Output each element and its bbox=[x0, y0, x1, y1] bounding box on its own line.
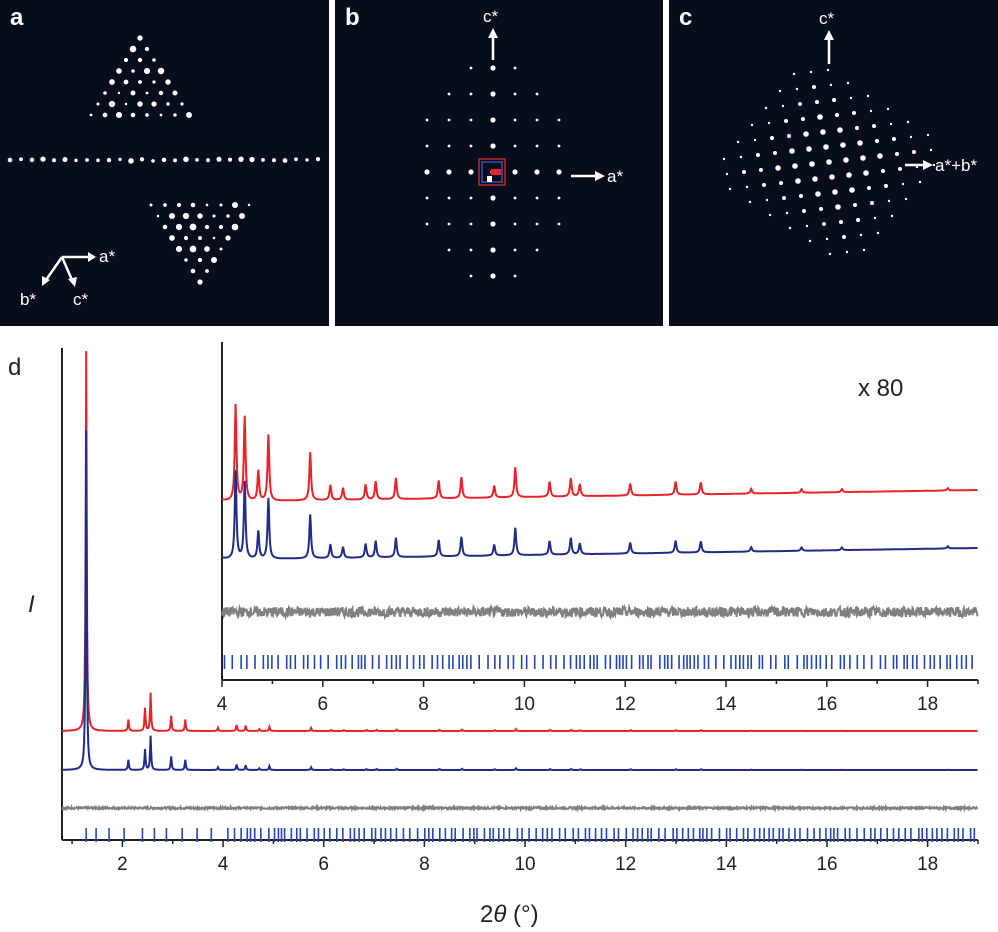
axis-label-ab-star-c: a*+b* bbox=[935, 156, 977, 175]
powder-diffraction-plot: d I 2θ (°) x 80 2 4 6 8 10 12 14 16 18 4 6 8 10 12 14… bbox=[8, 342, 979, 928]
panel-a: a a* b* c* bbox=[0, 0, 329, 326]
series-difference bbox=[61, 803, 979, 813]
inset-x-tick-label: 18 bbox=[917, 694, 938, 715]
x-axis-label: 2θ (°) bbox=[480, 901, 539, 928]
series-reflections bbox=[85, 828, 976, 842]
panel-b-label: b bbox=[345, 4, 360, 31]
inset-x-tick-label: 12 bbox=[615, 694, 636, 715]
panel-a-label: a bbox=[10, 4, 24, 31]
x-tick-label: 8 bbox=[419, 854, 430, 875]
axis-label-b-star: b* bbox=[20, 290, 36, 309]
x-tick-label: 14 bbox=[716, 854, 738, 875]
inset-x-tick-label: 10 bbox=[514, 694, 535, 715]
panel-c: c c* a*+b* bbox=[669, 0, 998, 326]
inset-series-difference bbox=[221, 603, 979, 621]
x-tick-label: 12 bbox=[615, 854, 636, 875]
inset-scale-label: x 80 bbox=[858, 375, 903, 402]
inset-series-calculated bbox=[221, 470, 978, 560]
inset-series-reflections bbox=[223, 655, 973, 669]
x-tick-label: 10 bbox=[514, 854, 535, 875]
inset-x-tick-label: 6 bbox=[318, 694, 329, 715]
series-observed bbox=[61, 350, 978, 732]
axis-arrows-b: c* a* bbox=[478, 7, 623, 186]
diffraction-pattern-a bbox=[7, 35, 321, 285]
axis-label-a-star-b: a* bbox=[607, 167, 623, 186]
panel-d-label: d bbox=[8, 354, 21, 381]
series-calculated bbox=[62, 429, 978, 771]
inset-x-tick-label: 14 bbox=[715, 694, 737, 715]
panel-b: b c* a* bbox=[335, 0, 663, 326]
axis-arrows-c: c* a*+b* bbox=[819, 9, 977, 175]
main-plot: 2 4 6 8 10 12 14 16 18 bbox=[61, 348, 979, 875]
axis-label-c-star-c: c* bbox=[819, 9, 835, 28]
axis-label-a-star: a* bbox=[99, 247, 115, 266]
inset-x-tick-label: 8 bbox=[418, 694, 429, 715]
x-tick-label: 16 bbox=[816, 854, 837, 875]
x-tick-label: 18 bbox=[917, 854, 938, 875]
diffraction-pattern-c bbox=[722, 68, 936, 256]
x-tick-label: 4 bbox=[218, 854, 229, 875]
axis-label-c-star-b: c* bbox=[483, 7, 499, 26]
inset-plot: 4 6 8 10 12 14 16 18 bbox=[217, 342, 979, 715]
y-axis-label: I bbox=[28, 591, 35, 618]
inset-x-tick-label: 4 bbox=[217, 694, 228, 715]
panel-c-label: c bbox=[679, 4, 693, 31]
inset-series-observed bbox=[221, 403, 978, 502]
axis-label-c-star: c* bbox=[73, 290, 89, 309]
x-tick-label: 2 bbox=[117, 854, 128, 875]
inset-x-tick-label: 16 bbox=[816, 694, 837, 715]
axis-arrows-a: a* b* c* bbox=[20, 247, 115, 309]
x-tick-label: 6 bbox=[318, 854, 329, 875]
